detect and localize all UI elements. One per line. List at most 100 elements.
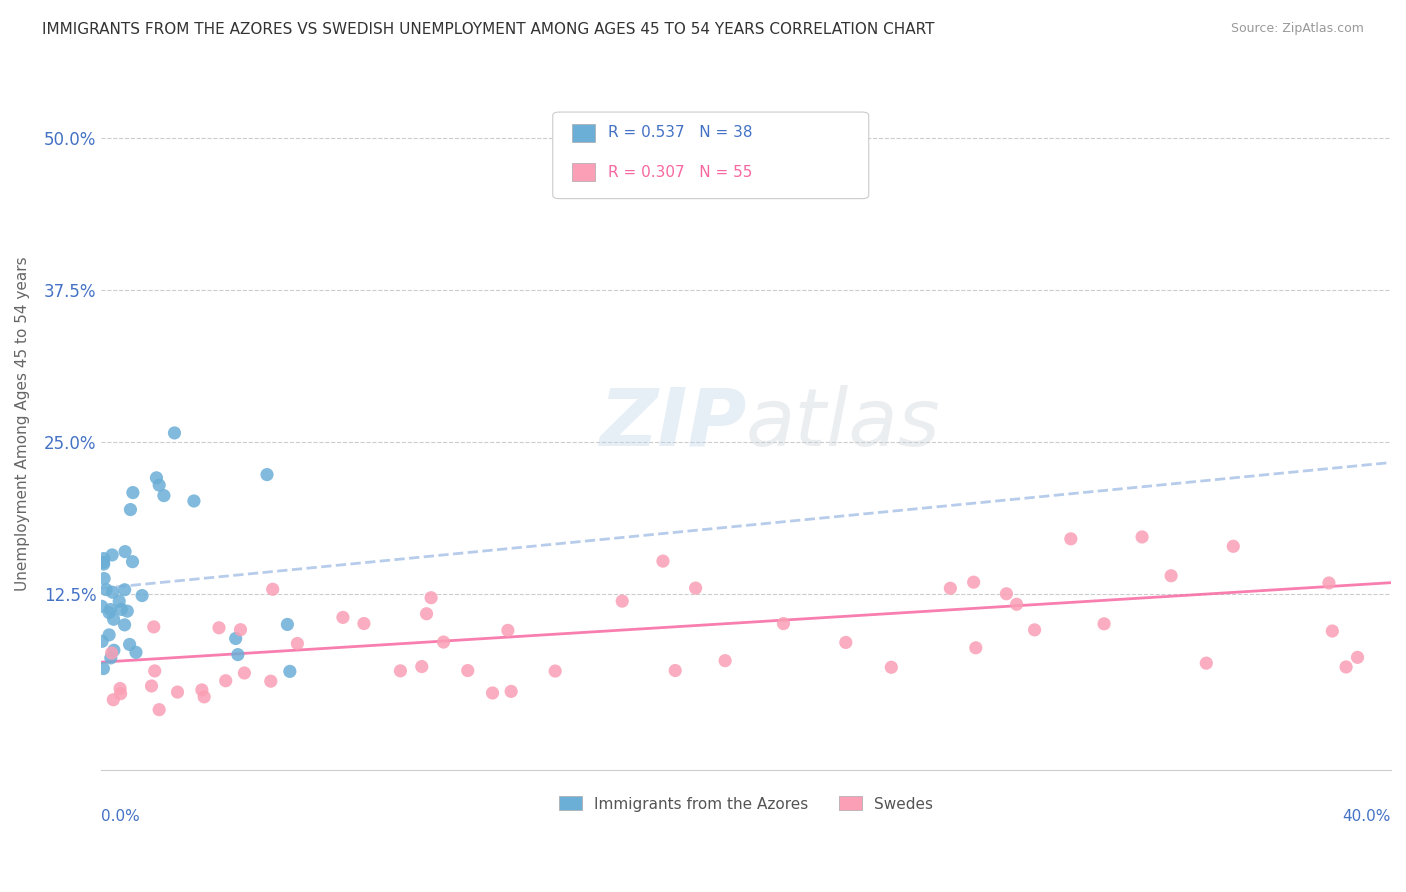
Point: [260, 674, 283, 689]
Text: ZIP: ZIP: [599, 384, 747, 463]
Point: [501, 684, 523, 698]
Point: [98, 628, 121, 642]
Point: [101, 585, 124, 599]
Point: [191, 682, 214, 697]
Point: [1222, 539, 1244, 553]
Text: atlas: atlas: [747, 384, 941, 463]
Point: [103, 643, 125, 657]
Point: [96, 582, 118, 597]
Point: [939, 581, 962, 595]
Point: [100, 646, 122, 660]
Point: [114, 618, 136, 632]
Point: [225, 632, 247, 646]
Point: [1334, 660, 1357, 674]
Point: [353, 616, 375, 631]
Point: [285, 636, 308, 650]
Point: [411, 659, 433, 673]
Point: [962, 575, 984, 590]
Point: [420, 591, 443, 605]
Text: Source: ZipAtlas.com: Source: ZipAtlas.com: [1230, 22, 1364, 36]
Point: [638, 179, 661, 194]
Point: [93, 555, 115, 569]
Point: [332, 610, 354, 624]
Point: [233, 665, 256, 680]
Point: [91, 634, 114, 648]
Point: [880, 660, 903, 674]
FancyBboxPatch shape: [572, 124, 595, 142]
Point: [835, 635, 858, 649]
Point: [114, 582, 136, 597]
Point: [118, 637, 141, 651]
Point: [652, 554, 675, 568]
Point: [226, 648, 249, 662]
Point: [143, 664, 166, 678]
Point: [1160, 568, 1182, 582]
Point: [148, 478, 170, 492]
Point: [714, 654, 737, 668]
Point: [100, 602, 122, 616]
Point: [93, 557, 115, 571]
Text: 0.0%: 0.0%: [101, 809, 141, 824]
Point: [103, 612, 125, 626]
Point: [1130, 530, 1153, 544]
Point: [262, 582, 284, 597]
Point: [110, 602, 132, 616]
FancyBboxPatch shape: [553, 112, 869, 199]
Text: 40.0%: 40.0%: [1343, 809, 1391, 824]
Point: [1005, 597, 1028, 611]
Point: [93, 572, 115, 586]
Text: IMMIGRANTS FROM THE AZORES VS SWEDISH UNEMPLOYMENT AMONG AGES 45 TO 54 YEARS COR: IMMIGRANTS FROM THE AZORES VS SWEDISH UN…: [42, 22, 935, 37]
Point: [121, 555, 143, 569]
Y-axis label: Unemployment Among Ages 45 to 54 years: Unemployment Among Ages 45 to 54 years: [15, 256, 30, 591]
Point: [100, 651, 122, 665]
Point: [183, 494, 205, 508]
Point: [1060, 532, 1083, 546]
Point: [1347, 650, 1369, 665]
Point: [153, 489, 176, 503]
Point: [131, 589, 153, 603]
Point: [141, 679, 163, 693]
Point: [90, 599, 112, 614]
Point: [1317, 576, 1340, 591]
Point: [110, 687, 132, 701]
Point: [685, 581, 707, 595]
Point: [1195, 656, 1218, 670]
Point: [612, 594, 634, 608]
Point: [389, 664, 412, 678]
Point: [108, 681, 131, 696]
FancyBboxPatch shape: [572, 163, 595, 181]
Point: [432, 635, 454, 649]
Point: [145, 471, 167, 485]
Point: [278, 665, 301, 679]
Point: [772, 616, 794, 631]
Point: [664, 664, 686, 678]
Point: [995, 587, 1018, 601]
Point: [215, 673, 238, 688]
Point: [276, 617, 298, 632]
Point: [93, 661, 115, 675]
Point: [208, 621, 231, 635]
Point: [148, 703, 170, 717]
Point: [481, 686, 503, 700]
Text: R = 0.537   N = 38: R = 0.537 N = 38: [609, 126, 752, 140]
Point: [114, 544, 136, 558]
Point: [117, 604, 139, 618]
Point: [256, 467, 278, 482]
Point: [142, 620, 165, 634]
Point: [415, 607, 437, 621]
Point: [103, 692, 125, 706]
Point: [457, 664, 479, 678]
Point: [1092, 616, 1115, 631]
Point: [229, 623, 252, 637]
Legend: Immigrants from the Azores, Swedes: Immigrants from the Azores, Swedes: [553, 790, 939, 818]
Point: [544, 664, 567, 678]
Point: [166, 685, 188, 699]
Point: [108, 594, 131, 608]
Point: [122, 485, 145, 500]
Point: [93, 551, 115, 566]
Point: [965, 640, 987, 655]
Point: [496, 624, 519, 638]
Point: [125, 645, 148, 659]
Point: [193, 690, 215, 704]
Text: R = 0.307   N = 55: R = 0.307 N = 55: [609, 165, 752, 180]
